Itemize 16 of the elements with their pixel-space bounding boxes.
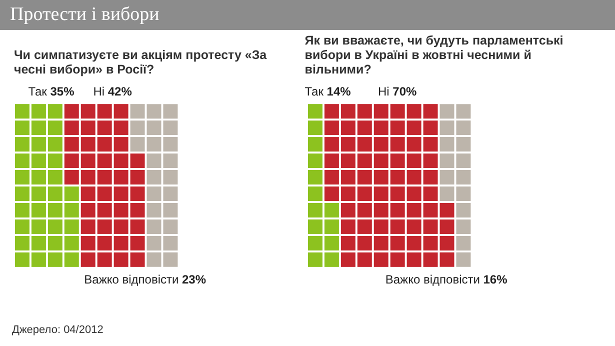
text: Джерело: 04/2012 bbox=[12, 324, 104, 336]
data-label: 35% bbox=[50, 84, 75, 99]
data-label: 14% bbox=[326, 84, 352, 99]
data-label: 23% bbox=[182, 272, 206, 286]
category-label: Важко відповісти bbox=[84, 272, 179, 286]
category-label: Так bbox=[304, 84, 324, 99]
text: Чи симпатизуєте ви акціям протесту «За чесні вибори» в Росії? bbox=[14, 48, 268, 76]
data-label: 16% bbox=[483, 272, 508, 286]
category-label: Ні bbox=[378, 84, 390, 99]
category-label: Важко відповісти bbox=[385, 272, 480, 286]
category-label: Так bbox=[28, 84, 48, 99]
data-label: 70% bbox=[392, 84, 417, 99]
category-label: Ні bbox=[93, 84, 105, 99]
text: Як ви вважаєте, чи будуть парламентські вибори в Україні в жовтні чесними й вільними? bbox=[304, 34, 564, 76]
text: Протести і вибори bbox=[0, 0, 615, 30]
data-label: 42% bbox=[108, 84, 132, 99]
